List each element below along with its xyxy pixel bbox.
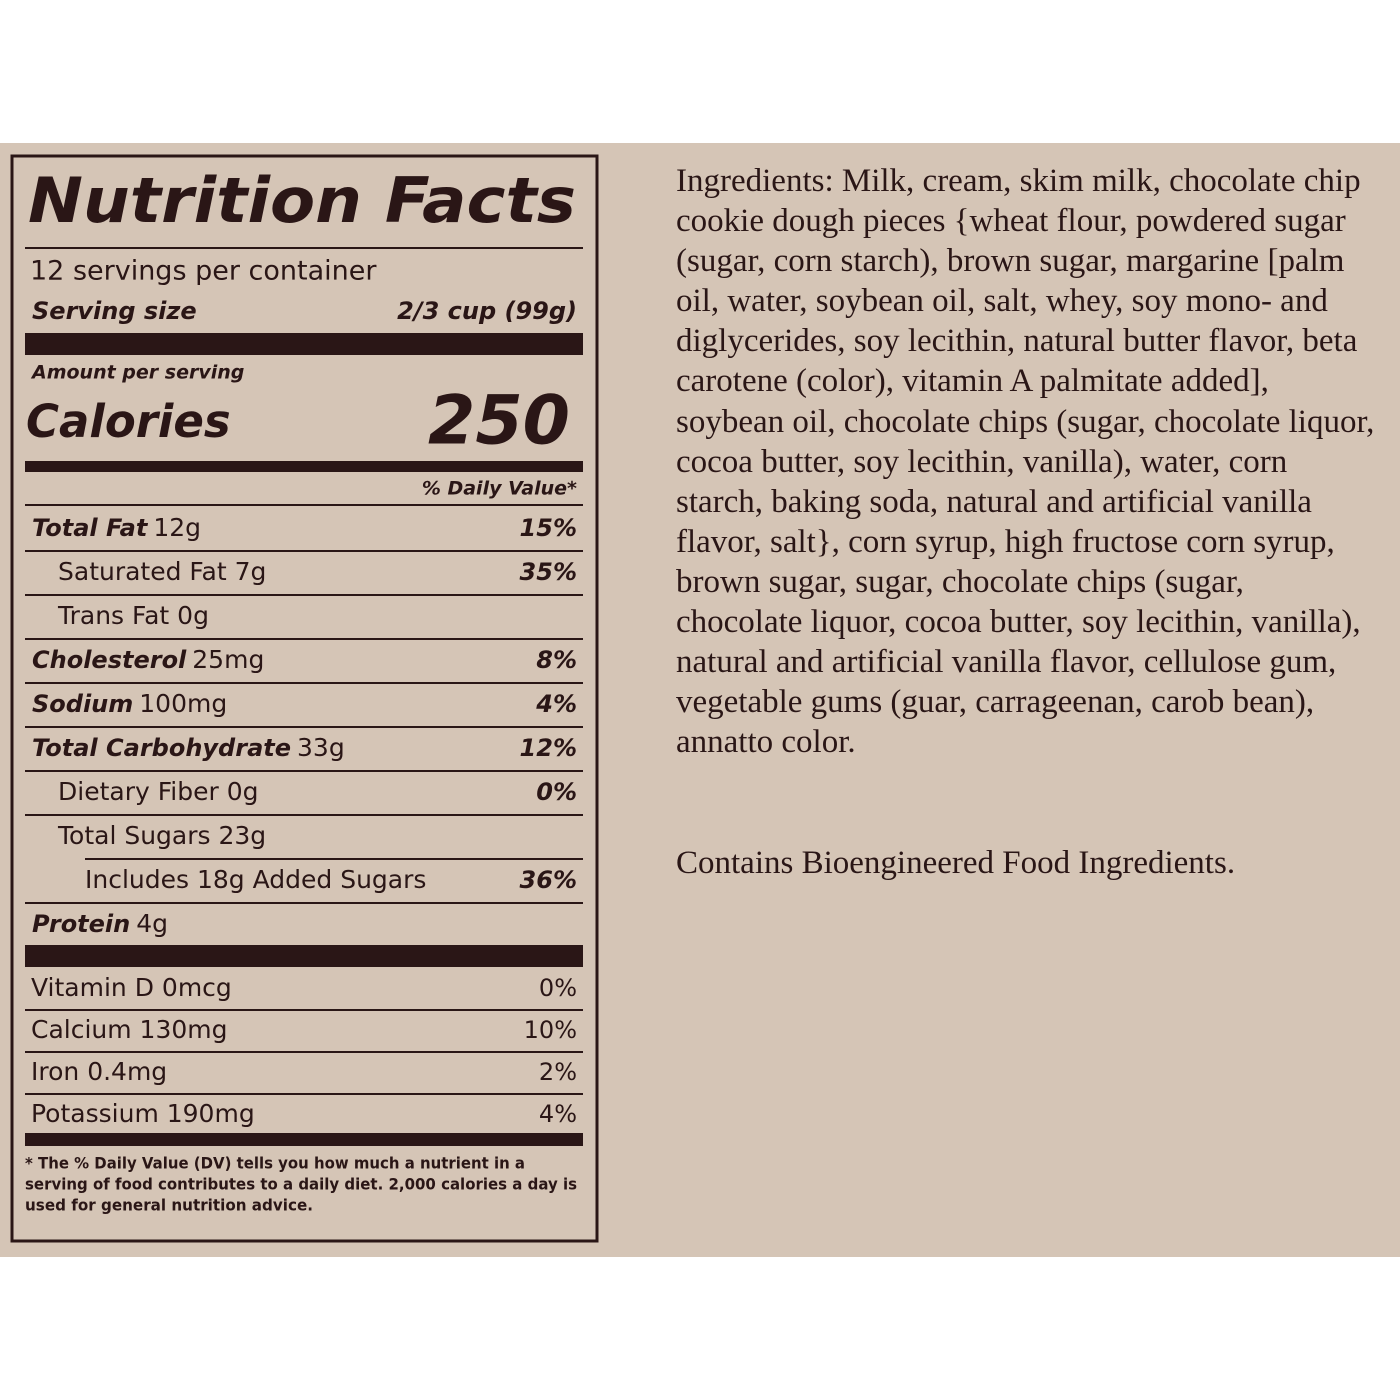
rule: [25, 638, 583, 640]
vitamin-dv: 4%: [539, 1100, 577, 1128]
ingredients: Ingredients: Milk, cream, skim milk, cho…: [676, 163, 1375, 761]
serving-size: 2/3 cup (99g): [397, 297, 577, 325]
nutrient-name: Protein: [32, 910, 130, 938]
daily-value: 36%: [520, 866, 577, 894]
background-band: [0, 143, 1400, 1257]
nutrient-label: Includes 18g Added Sugars: [85, 865, 426, 894]
rule: [25, 594, 583, 596]
thick-rule: [25, 945, 583, 967]
rule: [85, 858, 583, 860]
amount-per-serving: Amount per serving: [30, 362, 244, 384]
nutrient-label: Sodium 100mg: [32, 689, 227, 718]
nutrient-label: Total Sugars 23g: [57, 821, 266, 850]
thick-rule: [25, 333, 583, 355]
daily-value: 15%: [520, 514, 577, 542]
footnote-line: * The % Daily Value (DV) tells you how m…: [25, 1154, 525, 1173]
nutrient-label: Dietary Fiber 0g: [58, 777, 258, 806]
nutrient-amount: 33g: [297, 733, 345, 762]
rule: [25, 902, 583, 904]
nutrient-label: Protein 4g: [32, 909, 168, 938]
calories-value: 250: [428, 382, 570, 461]
servings: 12 servings per container: [30, 256, 377, 287]
daily-value-header: % Daily Value*: [422, 478, 577, 500]
vitamin-dv: 0%: [539, 974, 577, 1002]
vitamin-dv: 2%: [539, 1058, 577, 1086]
nutrient-label: Saturated Fat 7g: [58, 557, 266, 586]
nutrient-amount: 12g: [153, 513, 201, 542]
daily-value: 0%: [536, 778, 577, 806]
rule: [25, 504, 583, 506]
nutrient-name: Total Fat: [32, 514, 149, 542]
label-border: [10, 154, 599, 1243]
nutrient-label: Cholesterol 25mg: [32, 645, 264, 674]
nutrient-amount: 100mg: [139, 689, 227, 718]
nutrient-label: Trans Fat 0g: [57, 601, 209, 630]
contains-statement: Contains Bioengineered Food Ingredients.: [676, 845, 1236, 881]
nutrient-amount: 25mg: [192, 645, 264, 674]
nutrient-name: Total Carbohydrate: [32, 734, 291, 762]
rule: [25, 1093, 583, 1095]
nutrient-name: Cholesterol: [32, 646, 187, 674]
footnote-line: serving of food contributes to a daily d…: [25, 1175, 577, 1194]
rule: [25, 682, 583, 684]
vitamin-dv: 10%: [524, 1016, 577, 1044]
nutrient-name: Sodium: [32, 690, 133, 718]
footnote-line: used for general nutrition advice.: [25, 1196, 313, 1215]
vitamin-label: Vitamin D 0mcg: [31, 973, 232, 1002]
rule: [25, 1009, 583, 1011]
nutrient-amount: 4g: [136, 909, 168, 938]
rule: [25, 726, 583, 728]
vitamin-label: Potassium 190mg: [31, 1099, 255, 1128]
rule: [25, 247, 583, 249]
nutrient-label: Total Carbohydrate 33g: [32, 733, 345, 762]
rule: [25, 814, 583, 816]
serving-size-label: Serving size: [32, 297, 197, 325]
calories-label: Calories: [26, 395, 231, 448]
daily-value: 8%: [536, 646, 577, 674]
thick-rule: [25, 461, 583, 472]
daily-value: 35%: [520, 558, 577, 586]
label-title: Nutrition Facts: [28, 164, 576, 237]
rule: [25, 770, 583, 772]
nutrient-label: Total Fat 12g: [32, 513, 201, 542]
daily-value: 12%: [520, 734, 577, 762]
rule: [25, 550, 583, 552]
vitamin-label: Calcium 130mg: [31, 1015, 228, 1044]
daily-value: 4%: [535, 690, 577, 718]
thick-rule: [25, 1133, 583, 1146]
rule: [25, 1051, 583, 1053]
vitamin-label: Iron 0.4mg: [31, 1057, 167, 1086]
